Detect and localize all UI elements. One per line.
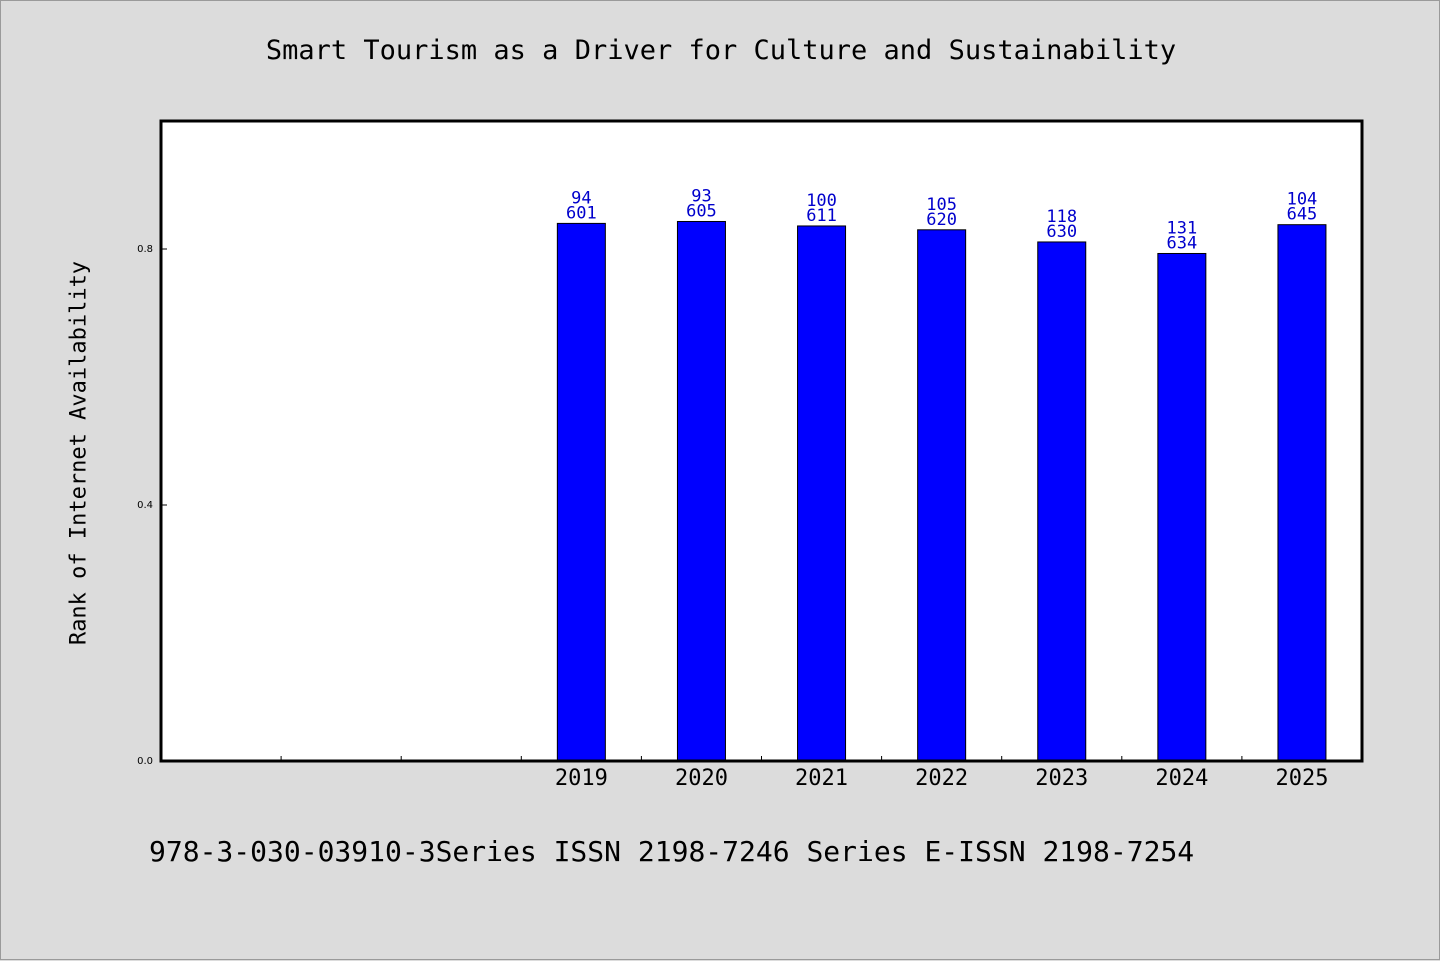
bar-label-top: 105 (926, 195, 957, 215)
bar-label-top: 131 (1166, 218, 1197, 238)
x-tick-label: 2024 (1155, 766, 1208, 791)
x-tick-label: 2025 (1275, 766, 1328, 791)
bar (676, 220, 726, 762)
x-tick-label: 2023 (1035, 766, 1088, 791)
y-tick-label: 0.0 (137, 756, 153, 767)
bar-label-top: 93 (691, 186, 711, 206)
bar-label-top: 104 (1287, 190, 1318, 210)
x-tick-label: 2020 (675, 766, 728, 791)
bar (917, 229, 967, 762)
bar-label-bottom: 605 (686, 201, 717, 221)
bar-label-bottom: 620 (926, 210, 957, 230)
bar-label-bottom: 630 (1046, 222, 1077, 242)
plot-frame (159, 119, 1364, 763)
bar-label-bottom: 645 (1287, 205, 1318, 225)
bar (1157, 252, 1207, 762)
footer-text: 978-3-030-03910-3Series ISSN 2198-7246 S… (149, 835, 1195, 868)
y-tick-label: 0.8 (137, 244, 153, 255)
bar (556, 222, 606, 762)
bar-label-bottom: 634 (1166, 233, 1197, 253)
bar-label-top: 94 (571, 188, 591, 208)
bar (797, 225, 847, 762)
bar-label-top: 100 (806, 191, 837, 211)
bar-label-bottom: 611 (806, 206, 837, 226)
bar (1037, 241, 1087, 762)
bar-label-bottom: 601 (566, 203, 597, 223)
bar-label-top: 118 (1046, 207, 1077, 227)
y-tick-label: 0.4 (137, 500, 153, 511)
x-tick-label: 2019 (555, 766, 608, 791)
x-tick-label: 2021 (795, 766, 848, 791)
chart-title: Smart Tourism as a Driver for Culture an… (265, 35, 1177, 66)
x-tick-label: 2022 (915, 766, 968, 791)
bar (1277, 224, 1327, 762)
